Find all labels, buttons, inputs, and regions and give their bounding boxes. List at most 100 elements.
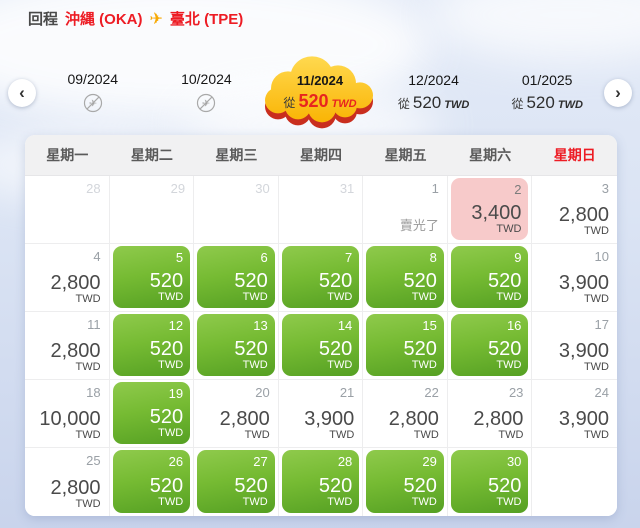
fare-amount: 520: [318, 338, 353, 360]
deal-fare-tile[interactable]: 28 520 TWD: [281, 450, 360, 513]
deal-fare-tile[interactable]: 15 520 TWD: [366, 314, 444, 376]
fare-amount: 520: [403, 338, 437, 360]
deal-fare-tile[interactable]: 26 520 TWD: [112, 450, 191, 513]
fare-amount: 3,400: [471, 202, 522, 224]
deal-fare-tile[interactable]: 12 520 TWD: [112, 314, 191, 376]
deal-fare-tile[interactable]: 29 520 TWD: [366, 450, 444, 513]
deal-fare-tile[interactable]: 13 520 TWD: [197, 314, 275, 376]
day-cell-11[interactable]: 11 2,800 TWD: [25, 312, 110, 380]
day-cell-2[interactable]: 2 3,400 TWD: [447, 176, 533, 244]
fare-price: 3,900 TWD: [304, 409, 354, 441]
date-number: 22: [424, 385, 439, 400]
day-cell-30[interactable]: 30 520 TWD: [447, 448, 533, 516]
date-number: 11: [87, 317, 101, 332]
day-cell-28[interactable]: 28 520 TWD: [278, 448, 364, 516]
fare-amount: 520: [149, 475, 184, 497]
currency-label: TWD: [496, 359, 522, 371]
month-label: 12/2024: [408, 72, 459, 88]
fare-amount: 520: [403, 270, 437, 292]
month-tab-10/2024[interactable]: 10/2024 ✈: [150, 55, 264, 130]
deal-fare-tile[interactable]: 30 520 TWD: [450, 450, 529, 513]
month-label: 01/2025: [521, 72, 573, 88]
fare-price: 520 TWD: [403, 476, 436, 508]
day-cell-19[interactable]: 19 520 TWD: [109, 380, 195, 448]
month-tab-09/2024[interactable]: 09/2024 ✈: [36, 55, 150, 130]
fare-amount: 520: [318, 475, 353, 497]
deal-fare-tile[interactable]: 16 520 TWD: [450, 314, 529, 376]
day-cell-18[interactable]: 18 10,000 TWD: [25, 380, 110, 448]
currency-label: TWD: [75, 429, 101, 441]
fare-amount: 520: [234, 338, 268, 360]
next-month-button[interactable]: ›: [604, 78, 632, 107]
day-cell-21[interactable]: 21 3,900 TWD: [278, 380, 364, 448]
fare-price: 520 TWD: [319, 271, 352, 303]
day-cell-10[interactable]: 10 3,900 TWD: [532, 244, 617, 312]
day-cell-24[interactable]: 24 3,900 TWD: [532, 380, 617, 448]
fare-price: 520 TWD: [150, 339, 183, 371]
date-number: 16: [506, 318, 522, 333]
highlighted-fare-tile[interactable]: 2 3,400 TWD: [450, 178, 529, 240]
day-cell-8[interactable]: 8 520 TWD: [363, 244, 448, 312]
date-number: 4: [93, 249, 101, 264]
fare-price: 3,900 TWD: [559, 341, 609, 373]
day-cell-9[interactable]: 9 520 TWD: [447, 244, 533, 312]
day-cell-7[interactable]: 7 520 TWD: [278, 244, 364, 312]
day-cell-23[interactable]: 23 2,800 TWD: [447, 380, 533, 448]
day-cell-16[interactable]: 16 520 TWD: [447, 312, 533, 380]
day-cell-4[interactable]: 4 2,800 TWD: [25, 244, 110, 312]
deal-fare-tile[interactable]: 9 520 TWD: [450, 246, 529, 308]
month-tab-12/2024[interactable]: 12/2024 從 520 TWD: [377, 55, 491, 130]
deal-fare-tile[interactable]: 7 520 TWD: [281, 246, 360, 308]
date-number: 27: [253, 454, 268, 469]
day-cell-20[interactable]: 20 2,800 TWD: [194, 380, 279, 448]
fare-price: 520 TWD: [403, 339, 436, 371]
day-cell-17[interactable]: 17 3,900 TWD: [532, 312, 617, 380]
month-tab-11/2024[interactable]: 11/2024 從 520 TWD: [263, 55, 377, 130]
day-cell-prev-30: 30: [194, 176, 279, 244]
date-number: 14: [337, 318, 353, 333]
fare-price: 2,800 TWD: [51, 478, 101, 510]
prev-month-button[interactable]: ‹: [8, 78, 36, 107]
fare-amount: 2,800: [558, 204, 609, 226]
fare-amount: 520: [488, 338, 522, 360]
date-number: 3: [601, 181, 609, 196]
deal-fare-tile[interactable]: 5 520 TWD: [112, 246, 191, 308]
day-cell-6[interactable]: 6 520 TWD: [194, 244, 279, 312]
day-cell-29[interactable]: 29 520 TWD: [363, 448, 448, 516]
fare-price: 520 TWD: [150, 407, 183, 439]
day-cell-14[interactable]: 14 520 TWD: [278, 312, 364, 380]
no-flight-icon: ✈: [83, 93, 102, 113]
deal-fare-tile[interactable]: 27 520 TWD: [197, 450, 275, 513]
from-label: 從: [511, 97, 524, 111]
fare-price: 520 TWD: [234, 271, 267, 303]
date-number: 17: [594, 317, 609, 332]
day-cell-27[interactable]: 27 520 TWD: [194, 448, 279, 516]
deal-fare-tile[interactable]: 19 520 TWD: [112, 382, 191, 444]
fare-amount: 10,000: [39, 408, 101, 430]
fare-price: 2,800 TWD: [473, 409, 523, 441]
day-cell-5[interactable]: 5 520 TWD: [109, 244, 195, 312]
day-cell-26[interactable]: 26 520 TWD: [109, 448, 195, 516]
date-number: 28: [337, 454, 353, 469]
deal-fare-tile[interactable]: 6 520 TWD: [197, 246, 275, 308]
destination-airport-label: 臺北 (TPE): [169, 11, 244, 28]
fare-amount: 520: [403, 475, 437, 497]
deal-fare-tile[interactable]: 8 520 TWD: [366, 246, 444, 308]
fare-amount: 520: [318, 270, 353, 292]
day-cell-15[interactable]: 15 520 TWD: [363, 312, 448, 380]
weekday-header-row: 星期一 星期二 星期三 星期四 星期五 星期六 星期日: [25, 135, 617, 176]
date-number: 28: [86, 181, 101, 196]
month-tab-01/2025[interactable]: 01/2025 從 520 TWD: [490, 55, 604, 130]
day-cell-12[interactable]: 12 520 TWD: [109, 312, 195, 380]
date-number: 13: [253, 318, 268, 333]
day-cell-13[interactable]: 13 520 TWD: [194, 312, 279, 380]
day-cell-25[interactable]: 25 2,800 TWD: [25, 448, 110, 516]
deal-fare-tile[interactable]: 14 520 TWD: [281, 314, 360, 376]
fare-amount: 520: [234, 270, 268, 292]
day-cell-3[interactable]: 3 2,800 TWD: [532, 176, 617, 244]
weekday-header: 星期五: [384, 147, 427, 163]
day-cell-22[interactable]: 22 2,800 TWD: [363, 380, 448, 448]
trip-direction-label: 回程: [28, 11, 59, 28]
fare-amount: 520: [149, 406, 184, 428]
